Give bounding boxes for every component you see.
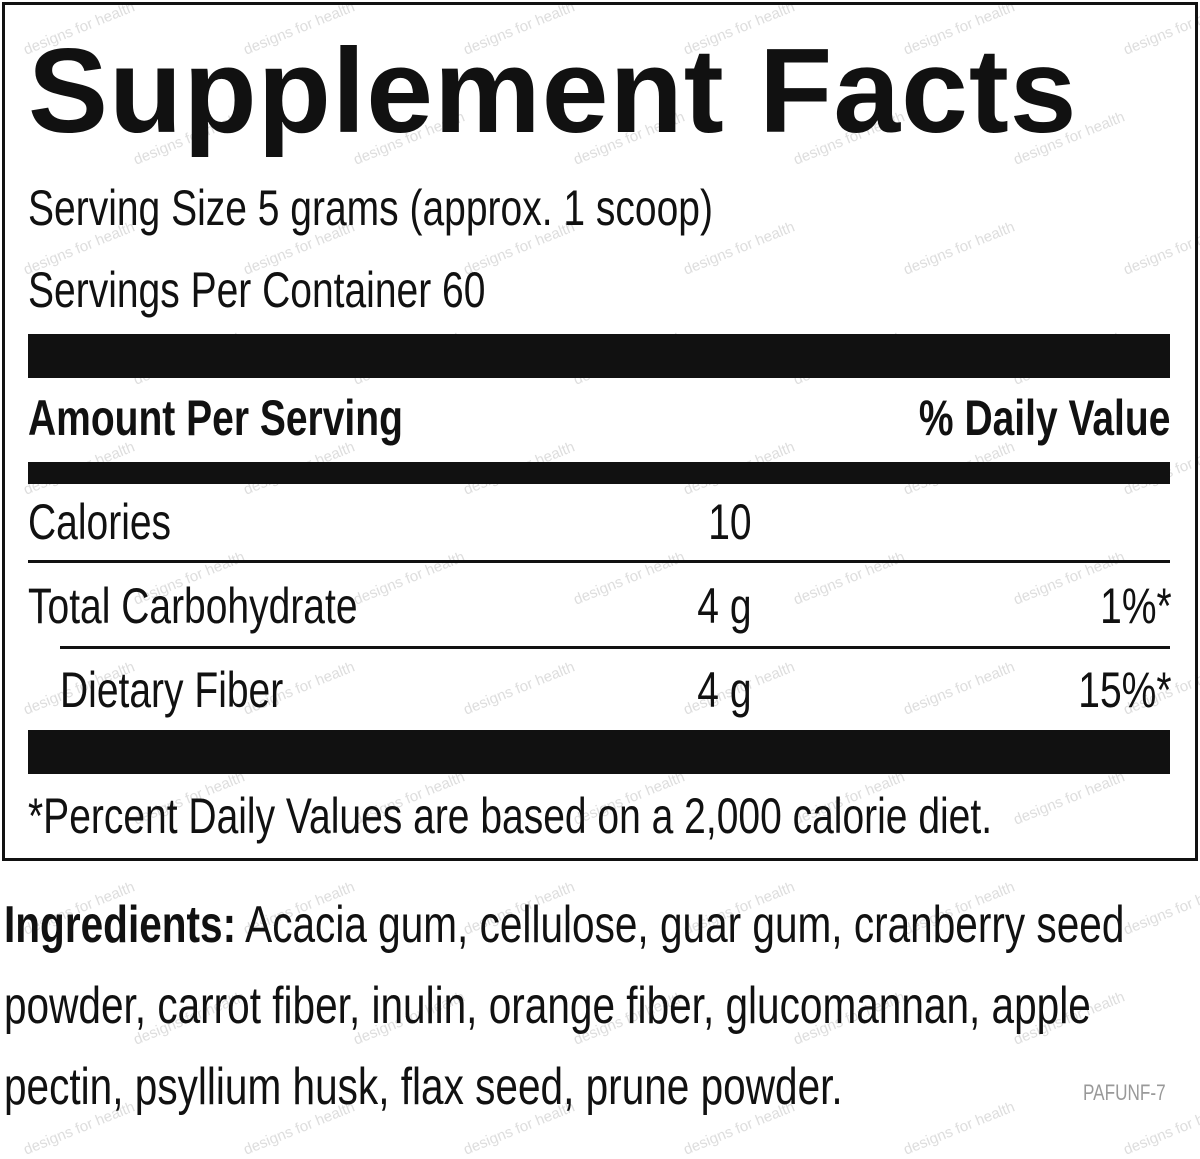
ingredients-label: Ingredients:	[4, 896, 237, 954]
footnote-text: *Percent Daily Values are based on a 2,0…	[28, 788, 993, 844]
thick-rule	[28, 334, 1170, 378]
nutrient-name-text: Dietary Fiber	[60, 662, 284, 718]
nutrient-dv-text: 1%*	[1100, 578, 1172, 634]
dv-header: % Daily Value	[848, 388, 1170, 448]
nutrient-name: Calories	[28, 492, 211, 552]
serving-size: Serving Size 5 grams (approx. 1 scoop)	[28, 178, 906, 238]
thin-rule	[28, 560, 1170, 563]
product-code: PAFUNF-7	[1083, 1080, 1189, 1106]
footnote: *Percent Daily Values are based on a 2,0…	[28, 786, 1200, 846]
servings-text: Servings Per Container 60	[28, 262, 486, 318]
servings-per-container: Servings Per Container 60	[28, 260, 614, 320]
nutrient-dv-text: 15%*	[1078, 662, 1172, 718]
nutrient-amount-text: 4 g	[697, 662, 752, 718]
dv-header-text: % Daily Value	[918, 390, 1170, 446]
thick-rule	[28, 730, 1170, 774]
nutrient-amount: 4 g	[682, 660, 752, 720]
thin-rule	[60, 646, 1170, 649]
nutrient-amount: 4 g	[682, 576, 752, 636]
nutrient-name-text: Total Carbohydrate	[28, 578, 358, 634]
facts-box	[2, 2, 1198, 861]
nutrient-name-text: Calories	[28, 494, 172, 550]
nutrient-amount: 10	[696, 492, 752, 552]
serving-size-text: Serving Size 5 grams (approx. 1 scoop)	[28, 180, 713, 236]
nutrient-name: Dietary Fiber	[60, 660, 346, 720]
amount-header: Amount Per Serving	[28, 388, 509, 448]
nutrient-amount-text: 4 g	[697, 578, 752, 634]
medium-rule	[28, 462, 1170, 484]
nutrient-dv: 15%*	[1052, 660, 1172, 720]
nutrient-amount-text: 10	[708, 494, 752, 550]
nutrient-dv: 1%*	[1080, 576, 1172, 636]
ingredients: Ingredients: Acacia gum, cellulose, guar…	[4, 885, 1186, 1128]
ingredients-text: Acacia gum, cellulose, guar gum, cranber…	[4, 896, 1125, 1116]
product-code-text: PAFUNF-7	[1083, 1080, 1166, 1105]
amount-header-text: Amount Per Serving	[28, 390, 403, 446]
title: Supplement Facts	[28, 24, 1078, 158]
nutrient-name: Total Carbohydrate	[28, 576, 450, 636]
